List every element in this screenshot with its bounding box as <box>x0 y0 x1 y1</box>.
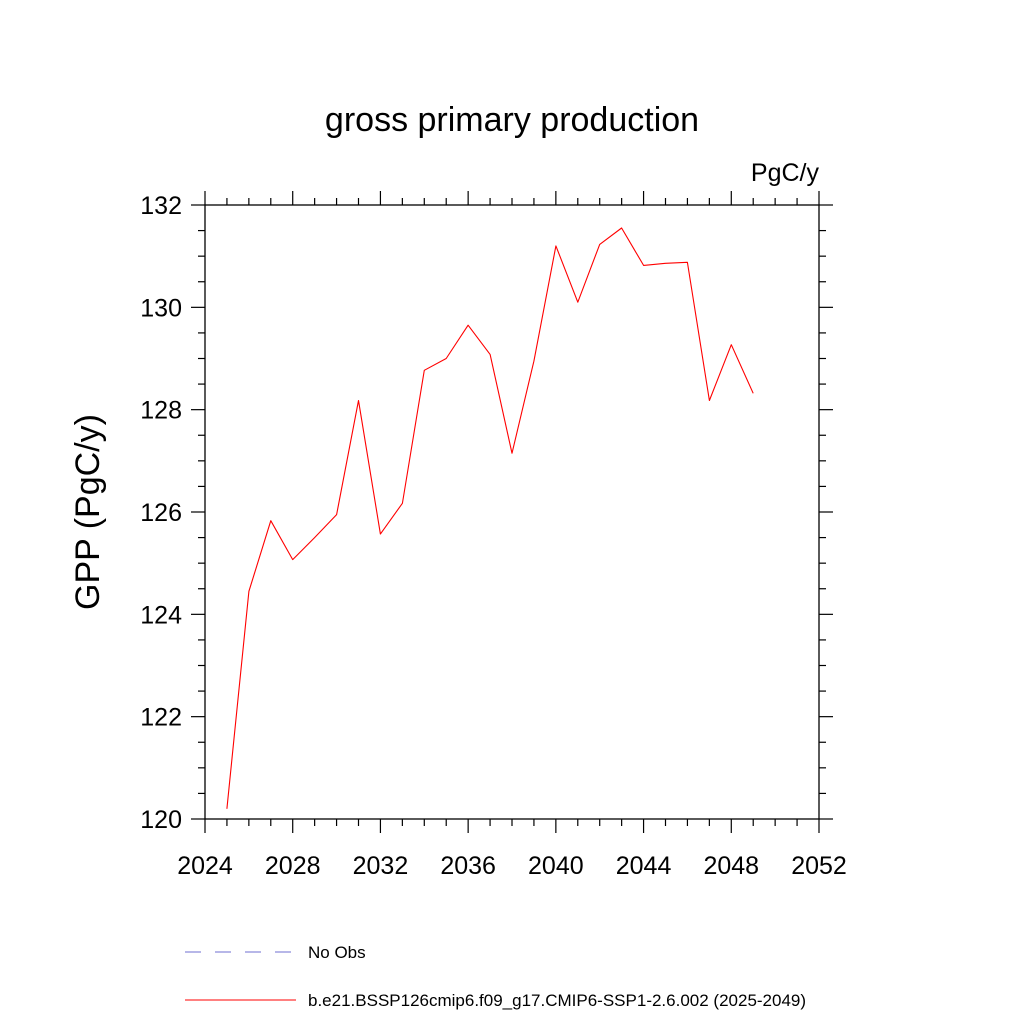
axes: 2024 2028 2032 2036 2040 2044 2048 2052 120 122 12… <box>140 191 847 880</box>
y-axis-label: GPP (PgC/y) <box>69 414 107 610</box>
x-tick-label: 2052 <box>791 852 847 880</box>
plot-lines <box>226 227 754 809</box>
units-label: PgC/y <box>751 159 820 187</box>
chart-title: gross primary production <box>325 101 699 139</box>
x-tick-label: 2032 <box>353 852 409 880</box>
x-tick-label: 2040 <box>528 852 584 880</box>
x-tick-label: 2024 <box>177 852 233 880</box>
x-tick-label: 2036 <box>440 852 496 880</box>
legend-label: No Obs <box>308 943 366 962</box>
y-tick-label: 120 <box>140 806 182 834</box>
legend: No Obs b.e21.BSSP126cmip6.f09_g17.CMIP6-S… <box>185 943 806 1010</box>
y-tick-label: 128 <box>140 397 182 425</box>
y-tick-label: 132 <box>140 192 182 220</box>
y-tick-label: 124 <box>140 601 182 629</box>
y-tick-label: 122 <box>140 704 182 732</box>
plot-frame <box>204 204 820 820</box>
x-tick-label: 2048 <box>703 852 759 880</box>
legend-label: b.e21.BSSP126cmip6.f09_g17.CMIP6-SSP1-2.… <box>308 991 806 1010</box>
x-tick-label: 2028 <box>265 852 321 880</box>
y-tick-label: 126 <box>140 499 182 527</box>
y-tick-label: 130 <box>140 294 182 322</box>
series-line <box>226 227 754 809</box>
x-tick-label: 2044 <box>616 852 672 880</box>
